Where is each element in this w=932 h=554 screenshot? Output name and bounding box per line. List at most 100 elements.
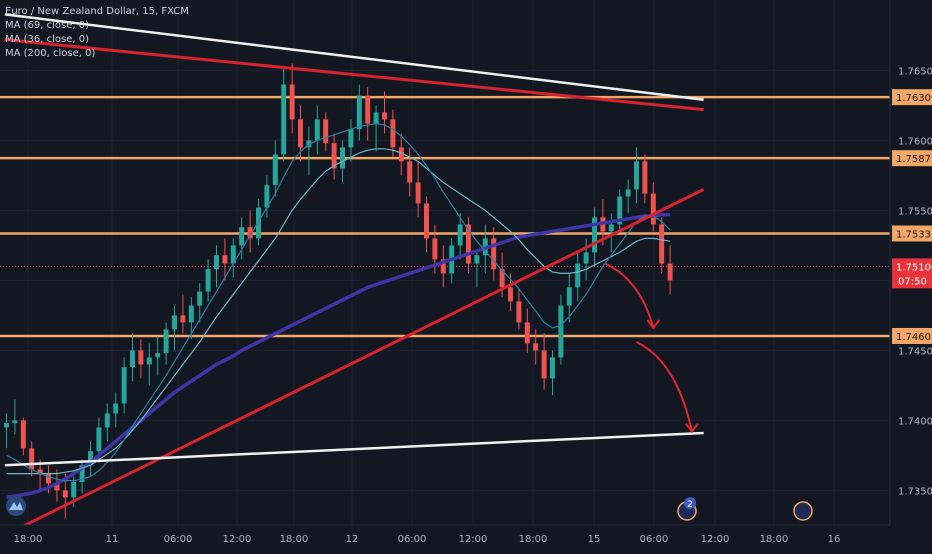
candle-body[interactable] [247,227,253,239]
indicator-ma-36[interactable]: MA (36, close, 0) [5,34,90,45]
candle-body[interactable] [365,95,371,124]
candle-body[interactable] [146,357,152,365]
candle-body[interactable] [54,483,60,491]
candle-body[interactable] [323,119,329,144]
candle-body[interactable] [415,182,421,204]
candle-body[interactable] [382,112,387,120]
candle-body[interactable] [608,224,614,232]
arrow-head [646,319,661,330]
candle-body[interactable] [314,119,320,141]
candle-body[interactable] [340,147,345,169]
candle-body[interactable] [541,350,547,379]
candle-body[interactable] [592,217,597,253]
trendline[interactable] [4,38,704,112]
candle-body[interactable] [524,322,530,344]
candle-body[interactable] [306,140,312,148]
candle-body[interactable] [180,315,186,323]
candle-body[interactable] [407,161,413,183]
candle-body[interactable] [62,490,68,498]
candle-body[interactable] [197,291,203,306]
candle-body[interactable] [440,259,446,274]
candle-body[interactable] [466,224,471,264]
candle-body[interactable] [239,227,245,246]
candle-body[interactable] [20,420,26,449]
candle-body[interactable] [550,357,555,379]
candle-body[interactable] [424,203,429,239]
candle-body[interactable] [373,112,379,124]
candle-body[interactable] [138,350,144,365]
candle-body[interactable] [491,238,497,270]
time-axis[interactable] [0,525,890,550]
candle-body[interactable] [558,305,564,358]
candle-body[interactable] [508,287,513,302]
candle-body[interactable] [230,245,236,264]
candle-body[interactable] [4,423,9,428]
candle-body[interactable] [264,185,270,208]
candle-body[interactable] [222,255,228,264]
trendline[interactable] [4,431,704,467]
candle-body[interactable] [205,269,211,292]
trendline[interactable] [4,13,704,102]
price-tick-label: 1.75500 [898,206,932,217]
candle-body[interactable] [331,143,337,169]
candle-body[interactable] [289,84,295,120]
candle-body[interactable] [281,84,287,155]
candle-body[interactable] [667,263,673,281]
candle-body[interactable] [272,154,278,186]
candle-body[interactable] [214,255,219,270]
current-price-label-bg [892,258,932,289]
candle-body[interactable] [104,413,110,428]
candle-body[interactable] [155,353,161,358]
candle-body[interactable] [516,301,522,323]
event-count-bubble [684,497,696,509]
candle-body[interactable] [298,119,303,148]
candle-body[interactable] [390,119,396,148]
candle-body[interactable] [46,473,51,484]
candle-body[interactable] [188,305,194,323]
trendline[interactable] [4,188,705,537]
candle-body[interactable] [642,161,648,194]
candle-body[interactable] [96,427,102,452]
candle-body[interactable] [634,161,639,190]
candle-body[interactable] [163,329,169,354]
candle-body[interactable] [71,482,77,498]
candle-body[interactable] [348,129,354,148]
candle-body[interactable] [474,255,480,264]
candle-body[interactable] [659,224,665,264]
candle-body[interactable] [121,367,127,404]
candle-body[interactable] [88,451,93,466]
candle-body[interactable] [650,193,656,225]
candle-body[interactable] [575,263,581,288]
moving-average-line[interactable] [6,122,671,482]
candle-body[interactable] [172,315,177,330]
candle-body[interactable] [398,147,404,162]
candle-body[interactable] [113,403,119,414]
candle-body[interactable] [457,224,463,246]
candle-body[interactable] [583,252,589,264]
indicator-ma-200[interactable]: MA (200, close, 0) [5,48,96,59]
candle-body[interactable] [617,196,623,225]
price-tick-label: 1.74000 [898,416,932,427]
candle-body[interactable] [356,95,362,130]
candle-body[interactable] [432,238,438,260]
candle-body[interactable] [29,448,35,470]
price-tick-label: 1.76000 [898,136,932,147]
candle-body[interactable] [533,343,539,351]
projection-arrow[interactable] [604,262,655,329]
candle-body[interactable] [130,350,135,368]
moving-average-line[interactable] [6,212,671,500]
event-count-badge: 2 [687,500,693,510]
candle-body[interactable] [499,269,505,288]
event-badge-icon[interactable] [793,501,813,521]
candle-body[interactable] [37,469,43,474]
candle-body[interactable] [566,287,572,306]
candle-body[interactable] [256,207,261,239]
projection-arrow[interactable] [636,341,693,432]
candle-body[interactable] [625,189,631,197]
candle-body[interactable] [79,465,85,482]
moving-average-line[interactable] [6,148,671,475]
indicator-ma-69[interactable]: MA (69, close, 0) [5,20,90,31]
candle-body[interactable] [12,420,18,424]
